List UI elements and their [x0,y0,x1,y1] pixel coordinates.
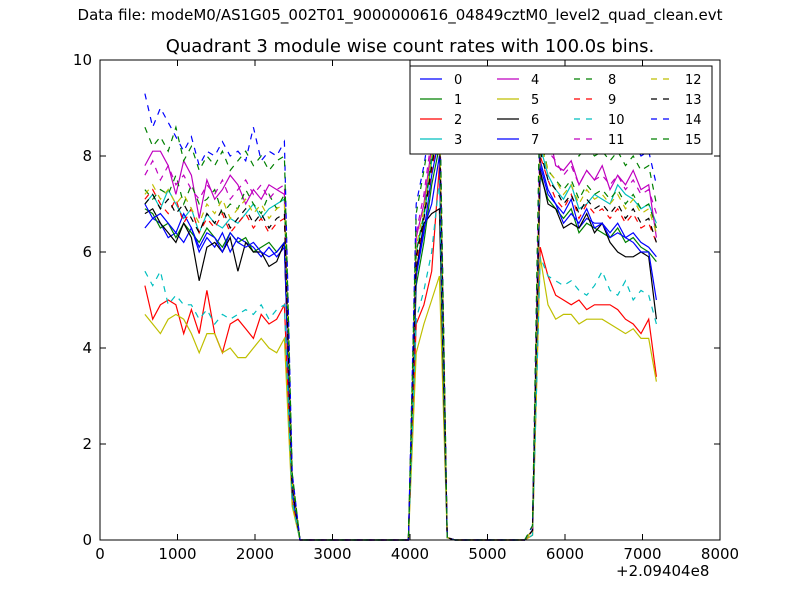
series-line-0 [144,136,657,541]
series-line-11 [144,93,657,541]
legend-box [409,65,713,155]
legend-label-9: 9 [608,93,616,108]
legend-label-2: 2 [454,113,462,128]
x-tick-label: 4000 [391,545,429,563]
x-tick-label: 8000 [701,545,739,563]
legend-label-15: 15 [685,133,702,148]
y-tick-label: 10 [73,51,92,69]
series-line-5 [144,256,657,541]
series-line-9 [144,127,657,541]
series-line-7 [144,155,657,541]
chart-title: Quadrant 3 module wise count rates with … [165,36,655,57]
series-line-1 [144,146,657,541]
legend-label-1: 1 [454,93,462,108]
series-line-3 [144,112,657,541]
figure-suptitle: Data file: modeM0/AS1G05_002T01_90000006… [77,6,723,24]
x-tick-label: 7000 [623,545,661,563]
legend-label-12: 12 [685,73,702,88]
legend-label-13: 13 [685,93,702,108]
legend-label-6: 6 [531,113,539,128]
legend-label-14: 14 [685,113,702,128]
x-axis-offset-label: +2.09404e8 [616,562,710,580]
x-tick-label: 5000 [468,545,506,563]
y-tick-label: 2 [82,435,92,453]
legend-label-11: 11 [608,133,625,148]
series-line-6 [144,170,657,541]
legend-label-3: 3 [454,133,462,148]
legend-label-7: 7 [531,133,539,148]
x-tick-label: 6000 [546,545,584,563]
series-line-14 [144,88,657,541]
legend-label-4: 4 [531,73,539,88]
y-tick-label: 4 [82,339,92,357]
y-tick-label: 6 [82,243,92,261]
legend-label-8: 8 [608,73,616,88]
legend-label-5: 5 [531,93,539,108]
x-tick-label: 0 [95,545,105,563]
series-line-4 [144,122,657,541]
x-tick-label: 3000 [313,545,351,563]
series-line-8 [144,107,657,541]
legend-label-0: 0 [454,73,462,88]
x-tick-label: 1000 [158,545,196,563]
series-line-13 [144,122,657,541]
series-line-12 [144,112,657,541]
y-tick-label: 8 [82,147,92,165]
x-tick-label: 2000 [236,545,274,563]
y-tick-label: 0 [82,531,92,549]
legend-label-10: 10 [608,113,625,128]
